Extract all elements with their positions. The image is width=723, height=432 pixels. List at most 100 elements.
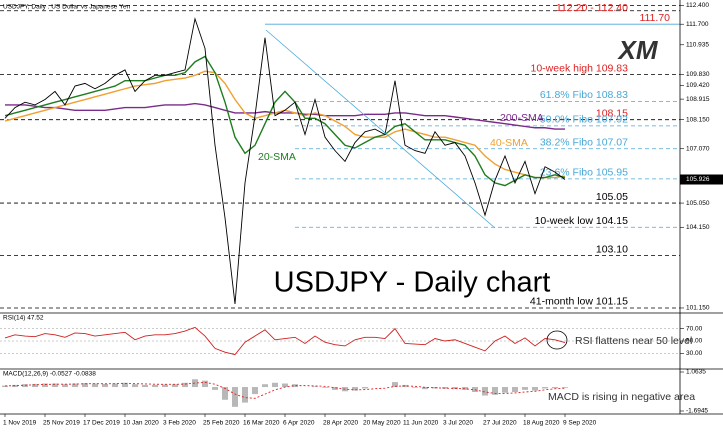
macd-bar — [92, 383, 98, 388]
macd-bar — [482, 387, 488, 396]
y-tick-label: 105.050 — [686, 200, 710, 207]
macd-bar — [172, 384, 178, 388]
macd-bar — [62, 384, 68, 388]
y-tick-label: 108.150 — [686, 116, 710, 123]
macd-bar — [52, 383, 58, 388]
macd-bar — [392, 382, 398, 388]
x-tick-label: 25 Feb 2020 — [203, 420, 240, 427]
macd-bar — [412, 387, 418, 388]
macd-bar — [212, 387, 218, 390]
level-label: 105.05 — [596, 191, 628, 203]
x-tick-label: 28 Apr 2020 — [323, 420, 358, 427]
macd-bar — [552, 387, 558, 389]
x-tick-label: 6 Apr 2020 — [283, 420, 315, 427]
macd-bar — [32, 383, 38, 388]
sma-line — [4, 55, 566, 187]
macd-bar — [22, 384, 28, 388]
macd-bar — [42, 383, 48, 388]
last-price-label: 105.926 — [686, 176, 710, 183]
x-tick-label: 20 May 2020 — [363, 420, 401, 427]
level-label: 23.6% Fibo 105.95 — [540, 167, 628, 179]
logo: XM — [617, 35, 659, 65]
x-tick-label: 18 Aug 2020 — [523, 420, 560, 427]
macd-bar — [202, 380, 208, 388]
macd-bar — [132, 384, 138, 388]
macd-bar — [232, 387, 238, 407]
y-tick-label: 1.0635 — [686, 369, 706, 376]
macd-bar — [522, 387, 528, 390]
macd-bar — [422, 387, 428, 390]
macd-bar — [2, 385, 8, 388]
fibo-trend-line — [265, 29, 496, 229]
level-label: 111.70 — [639, 12, 670, 24]
macd-bar — [462, 387, 468, 390]
level-label: 50.0% Fibo 107.92 — [540, 114, 628, 126]
y-tick-label: 30.00 — [686, 350, 703, 357]
macd-bar — [192, 379, 198, 388]
level-label: 10-week low 104.15 — [535, 215, 629, 227]
sma-label: 200-SMA — [500, 112, 544, 124]
panel-title: MACD(12,26,9) -0.0527 -0.0838 — [3, 371, 96, 378]
macd-bar — [222, 387, 228, 400]
macd-bar — [182, 382, 188, 388]
x-tick-label: 11 Jun 2020 — [403, 420, 439, 427]
x-tick-label: 17 Dec 2019 — [83, 420, 120, 427]
level-label: 10-week high 109.83 — [531, 62, 629, 74]
macd-bar — [322, 387, 328, 388]
level-label: 108.15 — [596, 107, 628, 119]
macd-bar — [292, 384, 298, 388]
x-tick-label: 3 Jul 2020 — [443, 420, 473, 427]
macd-bar — [542, 387, 548, 389]
macd-bar — [442, 387, 448, 389]
x-tick-label: 10 Jan 2020 — [123, 420, 159, 427]
x-tick-label: 25 Nov 2019 — [43, 420, 80, 427]
y-tick-label: 112.400 — [686, 2, 709, 9]
macd-bar — [252, 387, 258, 395]
macd-bar — [512, 387, 518, 392]
macd-bar — [102, 383, 108, 388]
chart-title: USDJPY - Daily chart — [274, 267, 551, 299]
level-label: 103.10 — [596, 243, 628, 255]
x-tick-label: 27 Jul 2020 — [483, 420, 517, 427]
macd-bar — [152, 384, 158, 388]
y-tick-label: 108.915 — [686, 96, 710, 103]
y-tick-label: 110.935 — [686, 42, 709, 49]
annotation: MACD is rising in negative area — [548, 391, 695, 403]
macd-bar — [492, 387, 498, 395]
y-tick-label: 109.830 — [686, 71, 710, 78]
macd-bar — [272, 382, 278, 388]
macd-bar — [562, 387, 568, 388]
macd-bar — [502, 387, 508, 393]
y-tick-label: -1.6945 — [686, 408, 708, 415]
y-tick-label: 104.150 — [686, 224, 710, 231]
rsi-line — [4, 326, 566, 356]
level-label: 38.2% Fibo 107.07 — [540, 137, 628, 149]
sma-label: 40-SMA — [490, 137, 528, 149]
macd-bar — [112, 383, 118, 388]
macd-bar — [362, 387, 368, 389]
panel-title: RSI(14) 47.52 — [3, 315, 44, 322]
sma-label: 20-SMA — [258, 151, 296, 163]
y-tick-label: 50.00 — [686, 338, 703, 345]
price-line — [4, 17, 566, 304]
macd-bar — [352, 387, 358, 391]
y-tick-label: 101.150 — [686, 305, 710, 312]
macd-bar — [282, 383, 288, 388]
annotation: RSI flattens near 50 level — [575, 335, 692, 347]
x-tick-label: 3 Feb 2020 — [163, 420, 196, 427]
y-tick-label: 70.00 — [686, 325, 703, 332]
macd-bar — [312, 386, 318, 388]
level-label: 41-month low 101.15 — [530, 296, 628, 308]
y-tick-label: 111.700 — [686, 21, 709, 28]
level-label: 61.8% Fibo 108.83 — [540, 89, 628, 101]
macd-bar — [82, 383, 88, 388]
signal-line — [4, 381, 566, 399]
highlight-circle — [546, 330, 568, 350]
chart-subtitle: USDJPY, Daily : US Dollar vs Japanese Ye… — [3, 4, 130, 11]
macd-bar — [242, 387, 248, 403]
y-tick-label: 109.420 — [686, 82, 710, 89]
x-tick-label: 16 Mar 2020 — [243, 420, 280, 427]
